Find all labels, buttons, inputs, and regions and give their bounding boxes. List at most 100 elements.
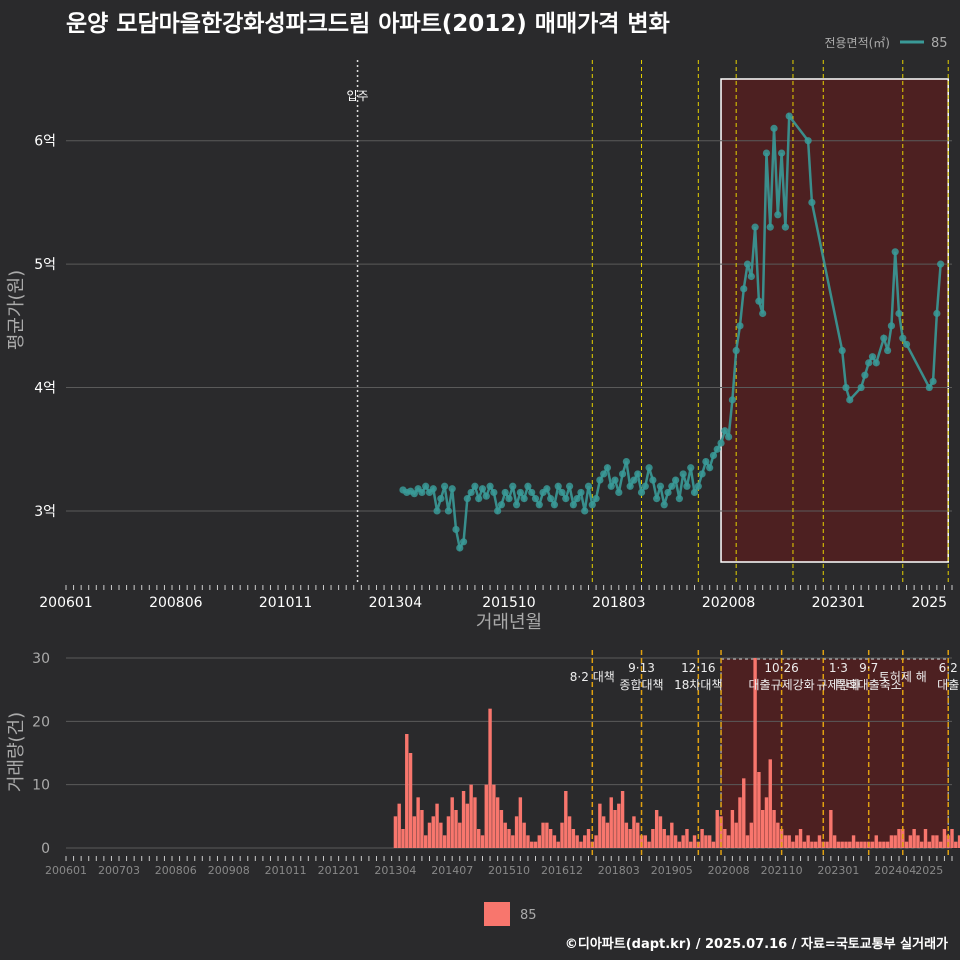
data-point	[725, 433, 733, 441]
y-axis-title: 평균가(원)	[6, 270, 27, 350]
data-point	[808, 198, 816, 207]
y-tick-label: 20	[32, 714, 50, 730]
data-point	[641, 482, 649, 490]
volume-bar	[757, 772, 761, 848]
volume-bar	[957, 835, 960, 848]
data-point	[755, 297, 763, 305]
volume-bar	[431, 816, 435, 848]
data-point	[596, 476, 604, 484]
data-point	[429, 485, 437, 493]
volume-bar	[689, 841, 693, 848]
data-point	[694, 482, 702, 490]
data-point	[861, 371, 869, 379]
y-axis-title: 거래량(건)	[6, 712, 27, 792]
data-point	[478, 485, 487, 493]
volume-bar	[571, 829, 576, 848]
policy-label: 6·2	[939, 661, 958, 675]
legend-title: 전용면적(㎡)	[824, 36, 890, 50]
data-point	[884, 346, 892, 355]
volume-bar	[537, 835, 541, 848]
data-point	[562, 495, 570, 503]
volume-bar	[628, 829, 632, 848]
volume-bar	[658, 816, 663, 848]
volume-bar	[791, 841, 795, 848]
volume-bar	[885, 841, 890, 848]
volume-bar	[560, 822, 564, 848]
volume-bar	[935, 835, 939, 848]
volume-bar	[692, 835, 697, 848]
volume-bar	[598, 803, 602, 848]
volume-bar	[707, 835, 712, 848]
volume-bar	[916, 835, 920, 848]
source-credit: ©디아파트(dapt.kr) / 2025.07.16 / 자료=국토교통부 실…	[564, 937, 948, 952]
data-point	[895, 309, 903, 318]
x-tick-label: 202008	[708, 864, 750, 877]
data-point	[709, 451, 718, 460]
policy-label: 9·7	[859, 661, 878, 675]
volume-bar	[609, 797, 613, 848]
policy-label: 9·13	[628, 661, 655, 675]
data-point	[645, 464, 653, 472]
x-tick-label: 201612	[541, 864, 583, 877]
volume-bar	[946, 835, 950, 848]
volume-bar	[518, 797, 523, 848]
data-point	[713, 445, 721, 453]
data-point	[456, 544, 464, 552]
data-point	[486, 482, 494, 490]
volume-bar	[575, 835, 579, 848]
x-tick-label: 201304	[369, 595, 423, 611]
x-tick-label: 202301	[812, 595, 865, 611]
y-tick-label: 3억	[34, 504, 56, 520]
data-point	[740, 285, 748, 293]
volume-bar	[855, 841, 860, 848]
volume-bar	[401, 829, 405, 848]
volume-bar	[738, 797, 742, 848]
data-point	[459, 538, 468, 546]
volume-bar	[806, 835, 810, 848]
volume-bar	[950, 829, 954, 848]
data-point	[494, 507, 502, 515]
volume-bar	[938, 841, 943, 848]
volume-bar	[726, 835, 731, 848]
volume-bar	[753, 658, 757, 848]
data-point	[664, 488, 672, 497]
data-point	[842, 383, 850, 392]
volume-bar	[730, 810, 735, 848]
data-point	[668, 482, 676, 490]
x-tick-label: 200601	[39, 595, 92, 611]
volume-bar	[897, 829, 901, 848]
x-tick-label: 201803	[598, 864, 640, 877]
data-point	[520, 495, 528, 503]
data-point	[531, 495, 540, 503]
volume-bar	[768, 759, 772, 848]
volume-bar	[393, 816, 398, 848]
data-point	[581, 507, 589, 515]
volume-bar	[492, 784, 496, 848]
policy-label: 규제완화	[816, 678, 860, 692]
data-point	[785, 112, 793, 120]
volume-bar	[920, 841, 924, 848]
policy-label: 12·16	[681, 661, 715, 675]
volume-bar	[787, 835, 791, 848]
data-point	[422, 482, 430, 490]
data-point	[437, 495, 445, 503]
volume-bar	[564, 791, 568, 848]
data-point	[535, 501, 543, 509]
series-line-85	[402, 112, 942, 552]
volume-bar	[749, 822, 754, 848]
x-tick-label: 201011	[259, 595, 312, 611]
chart-title: 운양 모담마을한강화성파크드림 아파트(2012) 매매가격 변화	[66, 11, 670, 37]
volume-bar	[548, 829, 553, 848]
policy-label: 1·3	[829, 661, 848, 675]
data-point	[656, 482, 665, 490]
volume-bar	[878, 841, 882, 848]
data-point	[444, 507, 453, 515]
volume-bar	[484, 784, 488, 848]
data-point	[929, 377, 937, 385]
data-point	[467, 488, 475, 497]
data-point	[600, 470, 608, 478]
data-point	[516, 488, 524, 497]
volume-bar	[923, 829, 928, 848]
volume-bar	[848, 841, 852, 848]
data-point	[418, 488, 426, 497]
